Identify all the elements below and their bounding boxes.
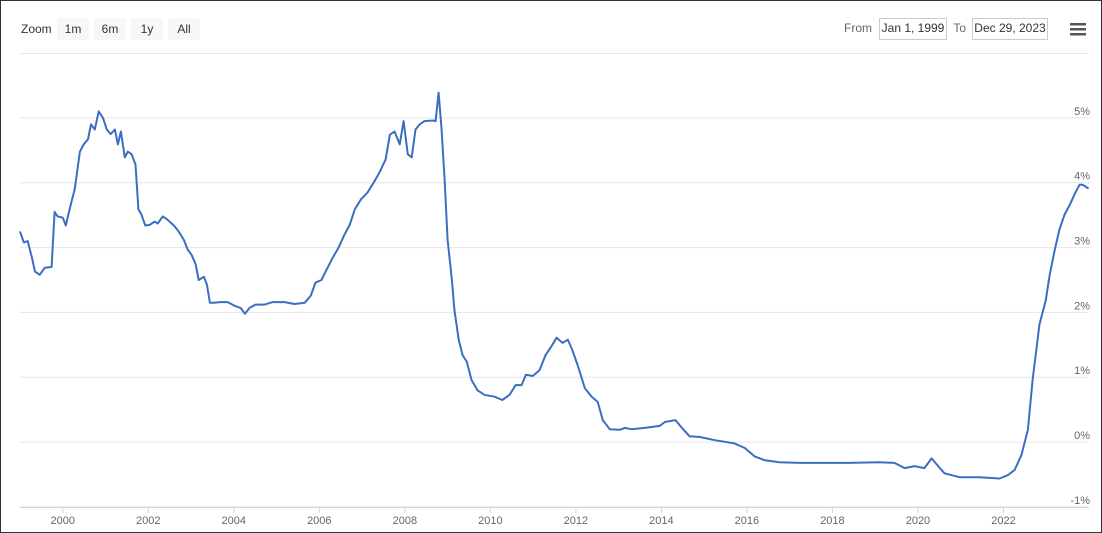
zoom-buttons: 1m 6m 1y All (57, 18, 200, 40)
y-tick-label: 4% (1074, 171, 1090, 183)
zoom-button-label[interactable]: 1y (141, 22, 154, 36)
zoom-button-label[interactable]: 6m (102, 22, 119, 36)
x-tick-label: 2014 (649, 515, 673, 527)
x-tick-label: 2018 (820, 515, 844, 527)
from-input[interactable] (879, 18, 947, 40)
y-tick-label: -1% (1070, 495, 1090, 507)
series-line (19, 91, 1090, 480)
y-tick-label: 5% (1074, 106, 1090, 118)
x-tick-label: 2000 (51, 515, 75, 527)
zoom-button-label[interactable]: 1m (65, 22, 82, 36)
from-value[interactable]: Jan 1, 1999 (882, 21, 945, 35)
zoom-button[interactable] (131, 18, 163, 40)
y-tick-label: 0% (1074, 430, 1090, 442)
to-value[interactable]: Dec 29, 2023 (974, 21, 1046, 35)
y-tick-label: 3% (1074, 235, 1090, 247)
x-tick-label: 2006 (307, 515, 331, 527)
x-tick-label: 2002 (136, 515, 160, 527)
to-input[interactable] (972, 18, 1048, 40)
x-tick-label: 2004 (222, 515, 246, 527)
x-tick-label: 2008 (393, 515, 417, 527)
y-tick-label: 1% (1074, 365, 1090, 377)
zoom-button-label[interactable]: All (177, 22, 190, 36)
x-tick-label: 2016 (735, 515, 759, 527)
menu-button[interactable] (1070, 23, 1086, 36)
zoom-button[interactable] (168, 18, 200, 40)
to-label: To (953, 21, 966, 35)
zoom-button[interactable] (57, 18, 89, 40)
y-tick-label: 2% (1074, 300, 1090, 312)
zoom-button[interactable] (94, 18, 126, 40)
x-tick-label: 2020 (906, 515, 930, 527)
from-label: From (844, 21, 872, 35)
zoom-label: Zoom (21, 22, 52, 36)
x-tick-label: 2010 (478, 515, 502, 527)
x-tick-label: 2012 (564, 515, 588, 527)
x-tick-label: 2022 (991, 515, 1015, 527)
